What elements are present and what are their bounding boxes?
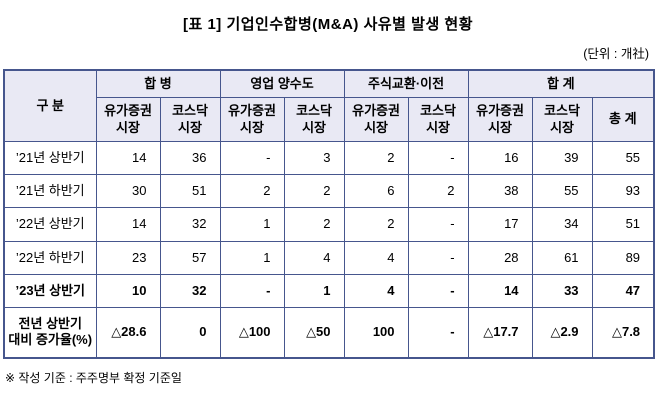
- cell-value: 4: [283, 240, 345, 275]
- cell-value: 1: [219, 207, 285, 242]
- cell-value: 14: [95, 207, 161, 242]
- cell-value: 93: [591, 173, 655, 209]
- sub-header-kosdaq: 코스닥 시장: [531, 97, 593, 142]
- row-label: ’22년 하반기: [3, 240, 97, 275]
- footnote: ※ 작성 기준 : 주주명부 확정 기준일: [5, 370, 182, 385]
- cell-value: -: [407, 240, 469, 275]
- cell-value: 38: [467, 173, 533, 209]
- sub-header-kospi: 유가증권 시장: [343, 97, 409, 142]
- cell-value: 61: [531, 240, 593, 275]
- cell-value: 16: [467, 140, 533, 176]
- sub-header-kosdaq: 코스닥 시장: [159, 97, 221, 142]
- cell-value: 1: [283, 273, 345, 309]
- cell-value: 55: [591, 140, 655, 176]
- cell-value: 2: [407, 173, 469, 209]
- cell-value: 33: [531, 273, 593, 309]
- cell-value: △50: [283, 307, 345, 358]
- cell-value: 30: [95, 173, 161, 209]
- table-row: ’22년 상반기 14 32 1 2 2 - 17 34 51: [3, 207, 655, 242]
- cell-value: -: [407, 307, 469, 358]
- table-row-current-period: ’23년 상반기 10 32 - 1 4 - 14 33 47: [3, 273, 655, 309]
- cell-value: 32: [159, 273, 221, 309]
- corner-header: 구 분: [3, 69, 97, 142]
- unit-label: (단위 : 개社): [583, 47, 649, 61]
- cell-value: △7.8: [591, 307, 655, 358]
- group-header-stock-exchange: 주식교환·이전: [343, 69, 469, 99]
- cell-value: 2: [219, 173, 285, 209]
- cell-value: 6: [343, 173, 409, 209]
- cell-value: -: [407, 273, 469, 309]
- sub-header-kospi: 유가증권 시장: [219, 97, 285, 142]
- table-row: ’21년 하반기 30 51 2 2 6 2 38 55 93: [3, 173, 655, 209]
- cell-value: △17.7: [467, 307, 533, 358]
- cell-value: 51: [591, 207, 655, 242]
- cell-value: 2: [343, 207, 409, 242]
- sub-header-grand-total: 총 계: [591, 97, 655, 142]
- cell-value: 4: [343, 240, 409, 275]
- row-label: ’21년 상반기: [3, 140, 97, 176]
- sub-header-kosdaq: 코스닥 시장: [407, 97, 469, 142]
- group-header-row: 구 분 합 병 영업 양수도 주식교환·이전 합 계: [3, 69, 655, 142]
- cell-value: 2: [283, 207, 345, 242]
- table-row: ’21년 상반기 14 36 - 3 2 - 16 39 55: [3, 140, 655, 176]
- page-title: [표 1] 기업인수합병(M&A) 사유별 발생 현황: [182, 16, 474, 33]
- cell-value: 28: [467, 240, 533, 275]
- cell-value: 57: [159, 240, 221, 275]
- sub-header-kospi: 유가증권 시장: [95, 97, 161, 142]
- cell-value: 14: [467, 273, 533, 309]
- cell-value: 100: [343, 307, 409, 358]
- cell-value: 4: [343, 273, 409, 309]
- cell-value: 2: [283, 173, 345, 209]
- cell-value: 1: [219, 240, 285, 275]
- row-label: ’22년 상반기: [3, 207, 97, 242]
- cell-value: 89: [591, 240, 655, 275]
- cell-value: 17: [467, 207, 533, 242]
- sub-header-kosdaq: 코스닥 시장: [283, 97, 345, 142]
- cell-value: 47: [591, 273, 655, 309]
- cell-value: 3: [283, 140, 345, 176]
- cell-value: 55: [531, 173, 593, 209]
- cell-value: 36: [159, 140, 221, 176]
- cell-value: 0: [159, 307, 221, 358]
- cell-value: 14: [95, 140, 161, 176]
- cell-value: 10: [95, 273, 161, 309]
- cell-value: 23: [95, 240, 161, 275]
- cell-value: △28.6: [95, 307, 161, 358]
- mna-summary-table: 구 분 합 병 영업 양수도 주식교환·이전 합 계 유가증권 시장 코스닥 시…: [3, 69, 656, 359]
- cell-value: 2: [343, 140, 409, 176]
- cell-value: 51: [159, 173, 221, 209]
- group-header-total: 합 계: [467, 69, 655, 99]
- table-row-growth-rate: 전년 상반기 대비 증가율(%) △28.6 0 △100 △50 100 - …: [3, 307, 655, 358]
- group-header-merger: 합 병: [95, 69, 221, 99]
- cell-value: △2.9: [531, 307, 593, 358]
- cell-value: 34: [531, 207, 593, 242]
- sub-header-row: 유가증권 시장 코스닥 시장 유가증권 시장 코스닥 시장 유가증권 시장 코스…: [4, 97, 655, 142]
- cell-value: -: [407, 207, 469, 242]
- cell-value: -: [407, 140, 469, 176]
- row-label: 전년 상반기 대비 증가율(%): [3, 307, 97, 358]
- cell-value: △100: [219, 307, 285, 358]
- cell-value: 32: [159, 207, 221, 242]
- cell-value: -: [219, 140, 285, 176]
- sub-header-kospi: 유가증권 시장: [467, 97, 533, 142]
- row-label: ’23년 상반기: [3, 273, 97, 309]
- table-row: ’22년 하반기 23 57 1 4 4 - 28 61 89: [3, 240, 655, 275]
- cell-value: -: [219, 273, 285, 309]
- cell-value: 39: [531, 140, 593, 176]
- group-header-business-transfer: 영업 양수도: [219, 69, 345, 99]
- row-label: ’21년 하반기: [3, 173, 97, 209]
